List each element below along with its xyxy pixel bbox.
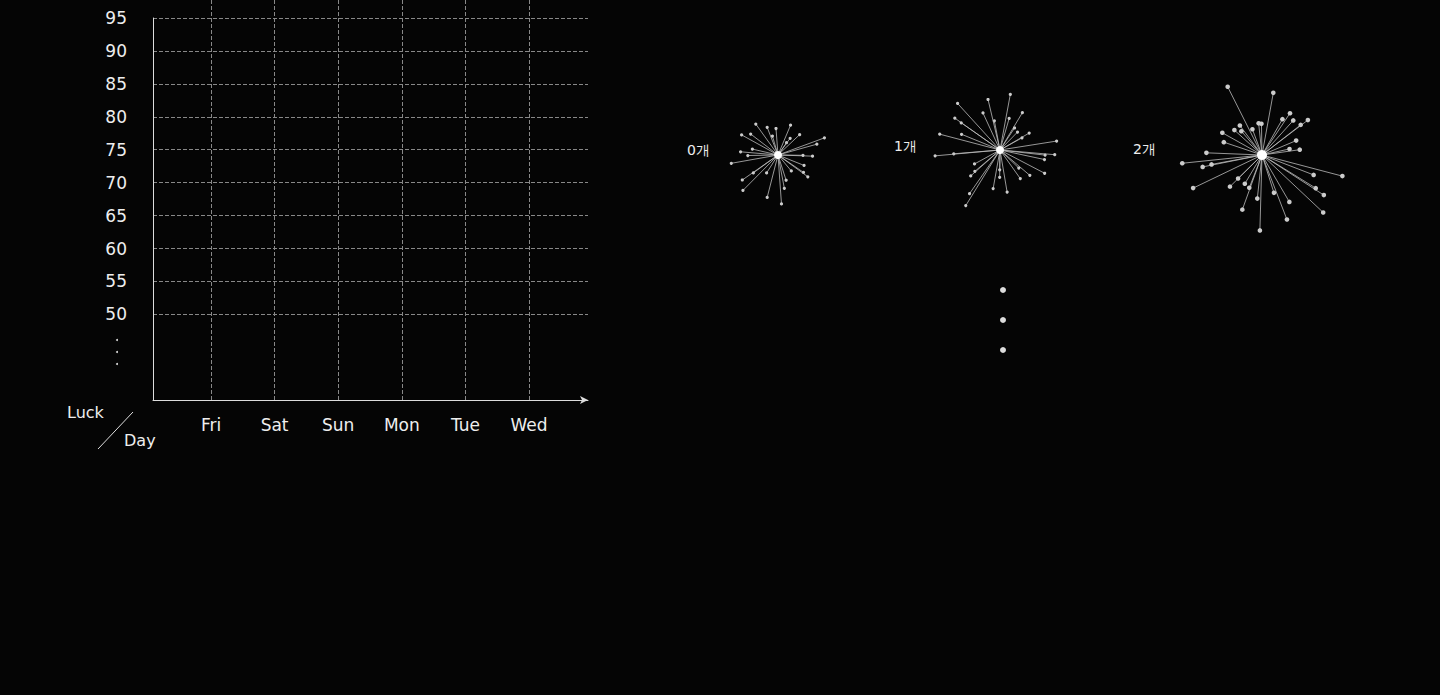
svg-text:55: 55 (105, 271, 127, 291)
svg-text:0개: 0개 (687, 142, 710, 158)
svg-text:50: 50 (105, 304, 127, 324)
svg-text:Day: Day (124, 431, 156, 450)
svg-text:Mon: Mon (384, 415, 420, 435)
svg-text:60: 60 (105, 239, 127, 259)
svg-text:Tue: Tue (450, 415, 480, 435)
svg-text:85: 85 (105, 74, 127, 94)
svg-text:75: 75 (105, 140, 127, 160)
svg-text:65: 65 (105, 206, 127, 226)
svg-text:2개: 2개 (1133, 141, 1156, 157)
svg-text:Wed: Wed (510, 415, 547, 435)
svg-text:1개: 1개 (894, 138, 917, 154)
svg-text:Sun: Sun (322, 415, 354, 435)
svg-text:Fri: Fri (201, 415, 221, 435)
svg-text:90: 90 (105, 41, 127, 61)
svg-text:70: 70 (105, 173, 127, 193)
svg-text:80: 80 (105, 107, 127, 127)
svg-text:Sat: Sat (261, 415, 289, 435)
svg-text:95: 95 (105, 8, 127, 28)
svg-text:Luck: Luck (67, 403, 105, 422)
